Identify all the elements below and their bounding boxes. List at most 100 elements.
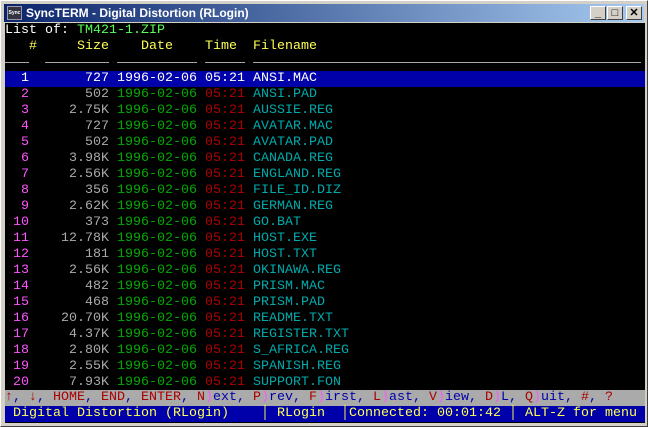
file-size: 2.62K: [69, 199, 109, 214]
file-size: 181: [85, 247, 109, 262]
col-time: Time: [205, 39, 237, 54]
close-button[interactable]: ✕: [626, 6, 642, 20]
file-row[interactable]: 9 2.62K 1996-02-06 05:21 GERMAN.REG: [5, 199, 645, 215]
file-name: GERMAN.REG: [253, 199, 333, 214]
minimize-button[interactable]: _: [590, 6, 606, 20]
help-key: #: [581, 390, 589, 405]
file-name: AVATAR.MAC: [253, 119, 333, 134]
file-name: FILE_ID.DIZ: [253, 183, 341, 198]
help-key: N: [197, 390, 205, 405]
file-time: 05:21: [205, 167, 245, 182]
file-date: 1996-02-06: [117, 215, 197, 230]
file-row[interactable]: 13 2.56K 1996-02-06 05:21 OKINAWA.REG: [5, 263, 645, 279]
file-number: 12: [13, 247, 29, 262]
maximize-button[interactable]: □: [607, 6, 623, 20]
file-size: 356: [85, 183, 109, 198]
file-row[interactable]: 2 502 1996-02-06 05:21 ANSI.PAD: [5, 87, 645, 103]
file-time: 05:21: [205, 375, 245, 390]
header-divider: [5, 55, 645, 71]
file-row[interactable]: 20 7.93K 1996-02-06 05:21 SUPPORT.FON: [5, 375, 645, 391]
help-word: rev: [269, 390, 293, 405]
file-time: 05:21: [205, 343, 245, 358]
terminal-screen[interactable]: List of: TM421-1.ZIP # Size Date Time Filena…: [5, 23, 645, 423]
file-row[interactable]: 4 727 1996-02-06 05:21 AVATAR.MAC: [5, 119, 645, 135]
list-of-label: List of:: [5, 23, 69, 38]
status-menu-hint[interactable]: ALT-Z for menu: [525, 406, 637, 421]
status-protocol: RLogin: [277, 406, 325, 421]
help-key: ↑: [5, 390, 13, 405]
file-name: README.TXT: [253, 311, 333, 326]
file-time: 05:21: [205, 311, 245, 326]
syncterm-app-icon[interactable]: Sync: [7, 6, 22, 20]
file-size: 12.78K: [61, 231, 109, 246]
file-row[interactable]: 16 20.70K 1996-02-06 05:21 README.TXT: [5, 311, 645, 327]
file-date: 1996-02-06: [117, 183, 197, 198]
file-time: 05:21: [205, 247, 245, 262]
file-size: 2.80K: [69, 343, 109, 358]
file-number: 13: [13, 263, 29, 278]
file-time: 05:21: [205, 359, 245, 374]
file-size: 727: [85, 71, 109, 86]
file-size: 482: [85, 279, 109, 294]
file-size: 3.98K: [69, 151, 109, 166]
file-row[interactable]: 17 4.37K 1996-02-06 05:21 REGISTER.TXT: [5, 327, 645, 343]
title-bar: Sync SyncTERM - Digital Distortion (RLog…: [4, 4, 644, 22]
file-row[interactable]: 19 2.55K 1996-02-06 05:21 SPANISH.REG: [5, 359, 645, 375]
file-row[interactable]: 12 181 1996-02-06 05:21 HOST.TXT: [5, 247, 645, 263]
file-number: 11: [13, 231, 29, 246]
file-time: 05:21: [205, 295, 245, 310]
file-row[interactable]: 10 373 1996-02-06 05:21 GO.BAT: [5, 215, 645, 231]
help-key: ?: [605, 390, 613, 405]
file-row[interactable]: 1 727 1996-02-06 05:21 ANSI.MAC: [5, 71, 645, 87]
file-size: 502: [85, 87, 109, 102]
file-date: 1996-02-06: [117, 327, 197, 342]
file-time: 05:21: [205, 87, 245, 102]
file-row[interactable]: 7 2.56K 1996-02-06 05:21 ENGLAND.REG: [5, 167, 645, 183]
file-name: HOST.EXE: [253, 231, 317, 246]
file-number: 15: [13, 295, 29, 310]
file-date: 1996-02-06: [117, 199, 197, 214]
file-time: 05:21: [205, 279, 245, 294]
file-name: PRISM.PAD: [253, 295, 325, 310]
file-row[interactable]: 6 3.98K 1996-02-06 05:21 CANADA.REG: [5, 151, 645, 167]
help-word: irst: [325, 390, 357, 405]
file-name: ANSI.PAD: [253, 87, 317, 102]
file-number: 20: [13, 375, 29, 390]
file-number: 16: [13, 311, 29, 326]
file-size: 2.56K: [69, 263, 109, 278]
file-number: 19: [13, 359, 29, 374]
file-time: 05:21: [205, 103, 245, 118]
file-time: 05:21: [205, 119, 245, 134]
file-time: 05:21: [205, 183, 245, 198]
window-title: SyncTERM - Digital Distortion (RLogin): [26, 6, 249, 20]
col-date: Date: [141, 39, 173, 54]
file-name: AUSSIE.REG: [253, 103, 333, 118]
file-number: 7: [21, 167, 29, 182]
file-number: 9: [21, 199, 29, 214]
file-row[interactable]: 14 482 1996-02-06 05:21 PRISM.MAC: [5, 279, 645, 295]
file-number: 8: [21, 183, 29, 198]
file-row[interactable]: 18 2.80K 1996-02-06 05:21 S_AFRICA.REG: [5, 343, 645, 359]
file-time: 05:21: [205, 327, 245, 342]
col-size: Size: [77, 39, 109, 54]
file-name: PRISM.MAC: [253, 279, 325, 294]
file-date: 1996-02-06: [117, 295, 197, 310]
file-name: OKINAWA.REG: [253, 263, 341, 278]
file-row[interactable]: 5 502 1996-02-06 05:21 AVATAR.PAD: [5, 135, 645, 151]
file-row[interactable]: 3 2.75K 1996-02-06 05:21 AUSSIE.REG: [5, 103, 645, 119]
file-time: 05:21: [205, 199, 245, 214]
help-key: D: [485, 390, 493, 405]
file-row[interactable]: 8 356 1996-02-06 05:21 FILE_ID.DIZ: [5, 183, 645, 199]
file-date: 1996-02-06: [117, 231, 197, 246]
file-date: 1996-02-06: [117, 135, 197, 150]
file-date: 1996-02-06: [117, 279, 197, 294]
status-bbs: Digital Distortion (RLogin): [13, 406, 229, 421]
help-key: V: [429, 390, 437, 405]
file-row[interactable]: 15 468 1996-02-06 05:21 PRISM.PAD: [5, 295, 645, 311]
file-row[interactable]: 11 12.78K 1996-02-06 05:21 HOST.EXE: [5, 231, 645, 247]
file-size: 468: [85, 295, 109, 310]
help-key: ↓: [29, 390, 37, 405]
file-date: 1996-02-06: [117, 151, 197, 166]
file-number: 3: [21, 103, 29, 118]
help-key: L: [373, 390, 381, 405]
